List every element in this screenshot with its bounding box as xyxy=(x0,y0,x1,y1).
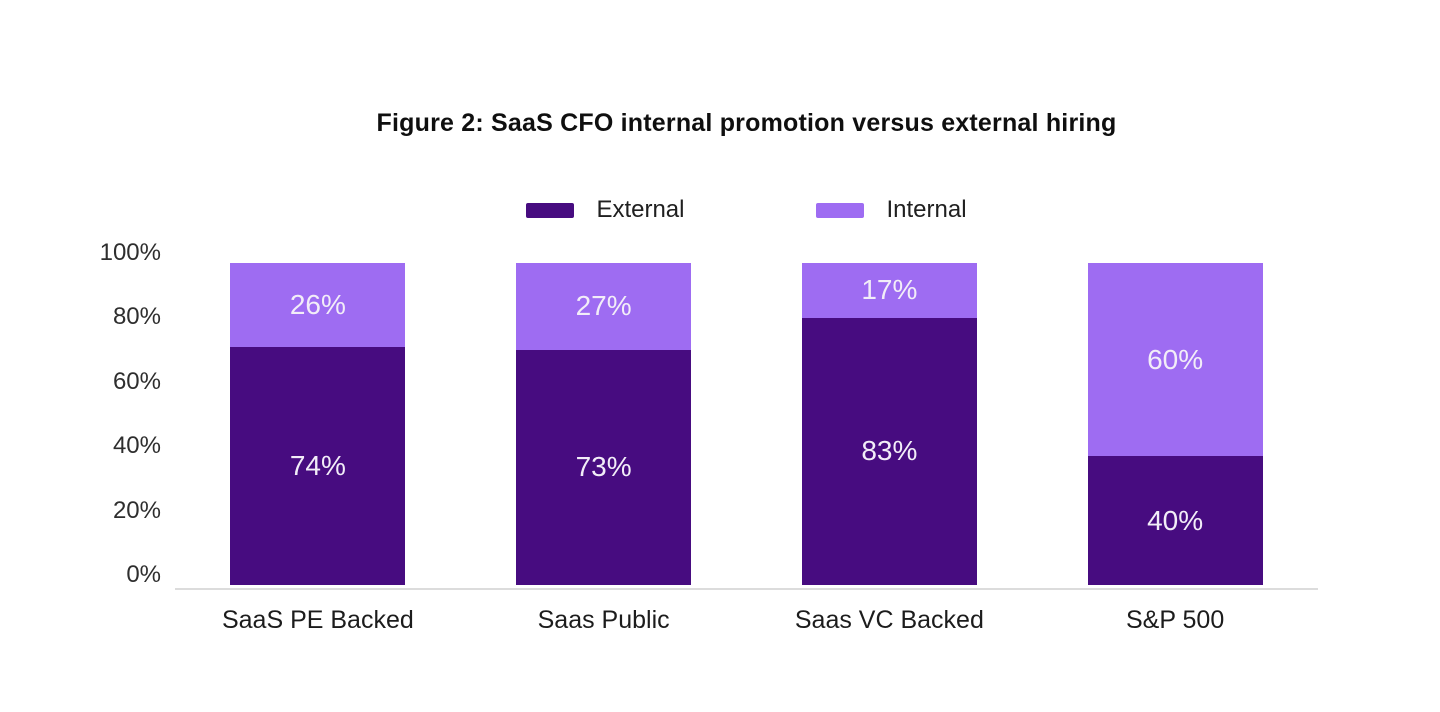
bar-value-label: 40% xyxy=(1147,504,1204,536)
legend-swatch-internal xyxy=(816,202,865,218)
y-tick-label: 80% xyxy=(112,303,161,331)
bar-saas-public: 27% 73% xyxy=(516,263,692,585)
legend-label-external: External xyxy=(596,196,685,223)
bar-value-label: 27% xyxy=(575,290,632,322)
bar-segment-external: 40% xyxy=(1087,456,1263,585)
x-axis-label-saas-pe-backed: SaaS PE Backed xyxy=(221,606,414,634)
y-axis: 100% 80% 60% 40% 20% 0% xyxy=(0,239,161,588)
x-axis-label-s-p-500: S&P 500 xyxy=(1126,606,1225,634)
y-tick-label: 100% xyxy=(99,239,161,266)
chart-title: Figure 2: SaaS CFO internal promotion ve… xyxy=(376,109,1117,137)
bar-segment-external: 73% xyxy=(516,349,692,585)
bar-saas-vc-backed: 17% 83% xyxy=(801,263,977,585)
bar-segment-internal: 17% xyxy=(801,263,977,318)
bar-s-p-500: 60% 40% xyxy=(1087,263,1263,585)
bar-segment-internal: 60% xyxy=(1087,263,1263,457)
bar-segment-external: 83% xyxy=(801,317,977,585)
y-tick-label: 20% xyxy=(112,496,161,524)
x-axis-line xyxy=(175,588,1318,590)
y-tick-label: 60% xyxy=(112,367,161,395)
y-tick-label: 0% xyxy=(126,561,161,588)
x-axis-label-saas-public: Saas Public xyxy=(537,606,670,634)
bar-value-label: 26% xyxy=(289,288,346,320)
legend-item-external: External xyxy=(526,196,684,224)
bar-value-label: 17% xyxy=(861,274,918,306)
legend-swatch-external xyxy=(526,202,575,218)
bar-segment-internal: 27% xyxy=(516,263,692,350)
bar-saas-pe-backed: 26% 74% xyxy=(230,263,406,585)
bar-segment-internal: 26% xyxy=(230,263,406,347)
x-axis-label-saas-vc-backed: Saas VC Backed xyxy=(794,606,984,634)
legend-item-internal: Internal xyxy=(816,196,967,224)
bar-value-label: 74% xyxy=(289,449,346,481)
plot-area: 26% 74% 27% 73% 17% 83% 60% 40% xyxy=(175,263,1318,585)
x-axis: SaaS PE Backed Saas Public Saas VC Backed S… xyxy=(175,606,1318,635)
chart-legend: External Internal xyxy=(175,196,1318,224)
bar-value-label: 83% xyxy=(861,435,918,467)
bar-value-label: 73% xyxy=(575,451,632,483)
bar-segment-external: 74% xyxy=(230,346,406,585)
y-tick-label: 40% xyxy=(112,432,161,460)
bar-value-label: 60% xyxy=(1147,343,1204,375)
legend-label-internal: Internal xyxy=(886,196,967,223)
